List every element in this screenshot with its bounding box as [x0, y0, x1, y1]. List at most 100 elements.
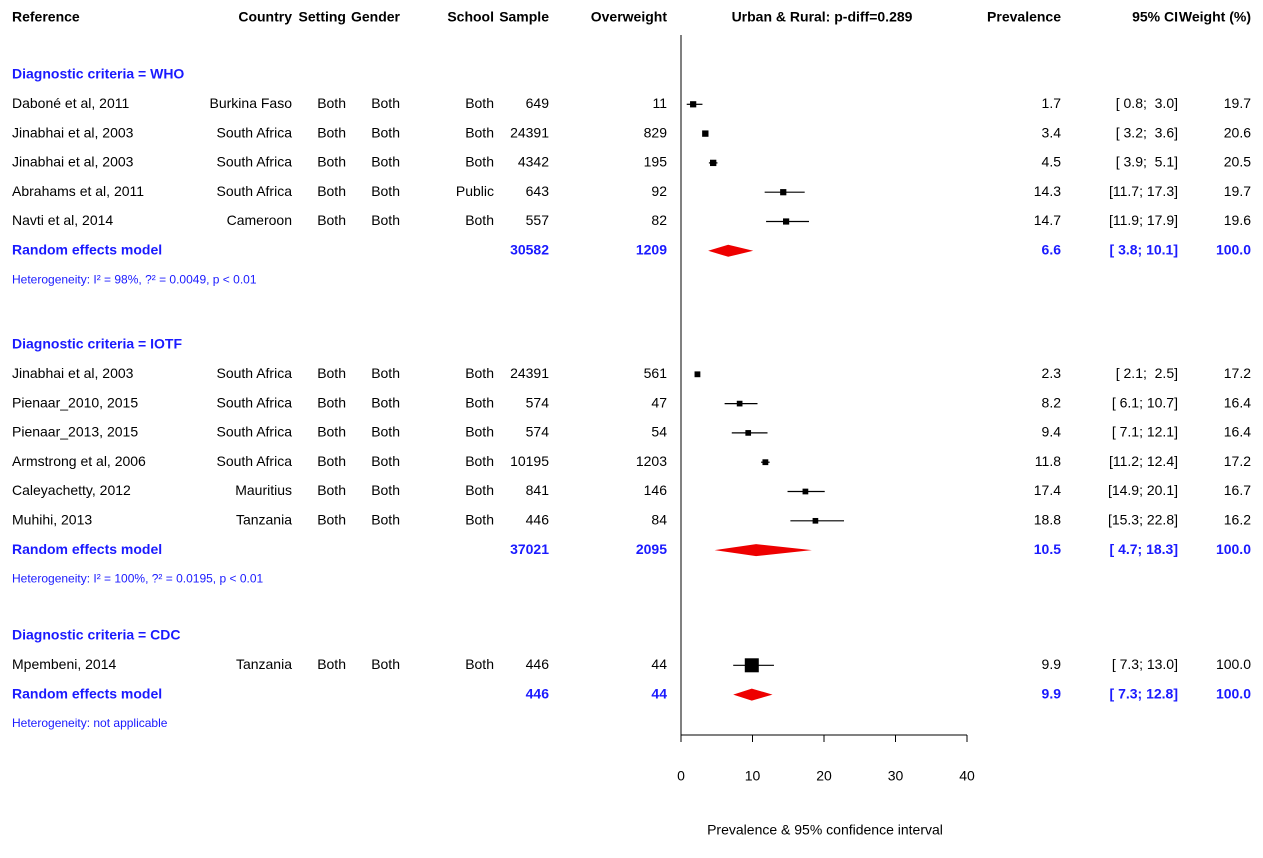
study-square: [783, 218, 790, 225]
weight: 19.6: [1224, 212, 1251, 228]
study-gender: Both: [371, 656, 400, 672]
study-school: Both: [465, 512, 494, 528]
study-sample: 24391: [510, 124, 549, 140]
weight: 100.0: [1216, 685, 1251, 701]
study-overweight: 146: [644, 482, 668, 498]
study-reference: Abrahams et al, 2011: [12, 183, 144, 199]
prevalence: 3.4: [1042, 124, 1062, 140]
pooled-overweight: 2095: [636, 541, 667, 557]
study-country: South Africa: [217, 365, 293, 381]
study-gender: Both: [371, 512, 400, 528]
study-square: [745, 430, 752, 436]
prevalence: 18.8: [1034, 512, 1061, 528]
pooled-diamond: [708, 244, 754, 257]
column-header: Weight (%): [1179, 9, 1251, 25]
group-label: Diagnostic criteria = WHO: [12, 66, 184, 82]
ci-label: [11.2; 12.4]: [1109, 453, 1178, 469]
weight: 17.2: [1224, 453, 1251, 469]
prevalence: 6.6: [1042, 242, 1062, 258]
study-country: Cameroon: [227, 212, 292, 228]
study-square: [690, 101, 697, 108]
prevalence: 14.7: [1034, 212, 1061, 228]
weight: 16.4: [1224, 424, 1251, 440]
study-reference: Pienaar_2013, 2015: [12, 424, 138, 440]
study-square: [710, 159, 717, 167]
study-setting: Both: [317, 124, 346, 140]
heterogeneity: Heterogeneity: not applicable: [12, 716, 168, 730]
prevalence: 8.2: [1042, 394, 1062, 410]
pooled-label: Random effects model: [12, 242, 162, 258]
study-gender: Both: [371, 453, 400, 469]
study-gender: Both: [371, 424, 400, 440]
study-overweight: 829: [644, 124, 668, 140]
weight: 19.7: [1224, 95, 1251, 111]
study-reference: Navti et al, 2014: [12, 212, 113, 228]
weight: 20.6: [1224, 124, 1251, 140]
pooled-sample: 446: [526, 685, 550, 701]
x-tick-label: 40: [959, 768, 975, 784]
group-label: Diagnostic criteria = IOTF: [12, 336, 182, 352]
weight: 19.7: [1224, 183, 1251, 199]
study-square: [762, 459, 769, 466]
prevalence: 11.8: [1035, 453, 1061, 469]
study-gender: Both: [371, 124, 400, 140]
study-setting: Both: [317, 512, 346, 528]
study-country: Burkina Faso: [210, 95, 293, 111]
study-sample: 557: [526, 212, 550, 228]
x-tick-label: 0: [677, 768, 685, 784]
study-school: Both: [465, 154, 494, 170]
study-reference: Caleyachetty, 2012: [12, 482, 131, 498]
study-country: South Africa: [217, 183, 293, 199]
study-gender: Both: [371, 394, 400, 410]
study-overweight: 54: [651, 424, 667, 440]
plot-title: Urban & Rural: p-diff=0.289: [732, 9, 913, 25]
study-sample: 10195: [510, 453, 549, 469]
study-school: Both: [465, 453, 494, 469]
study-setting: Both: [317, 95, 346, 111]
study-sample: 4342: [518, 154, 549, 170]
prevalence: 9.9: [1042, 656, 1062, 672]
study-square: [702, 130, 709, 137]
column-header: Sample: [499, 9, 549, 25]
column-header: Reference: [12, 9, 80, 25]
study-school: Both: [465, 656, 494, 672]
study-setting: Both: [317, 453, 346, 469]
study-setting: Both: [317, 656, 346, 672]
study-overweight: 1203: [636, 453, 667, 469]
study-gender: Both: [371, 183, 400, 199]
study-country: Tanzania: [236, 512, 292, 528]
column-header: Setting: [299, 9, 346, 25]
prevalence: 17.4: [1034, 482, 1061, 498]
study-overweight: 11: [652, 95, 667, 111]
ci-label: [14.9; 20.1]: [1108, 482, 1178, 498]
ci-label: [ 2.1; 2.5]: [1116, 365, 1178, 381]
study-overweight: 82: [651, 212, 667, 228]
ci-label: [11.7; 17.3]: [1109, 183, 1178, 199]
study-school: Both: [465, 482, 494, 498]
prevalence: 4.5: [1042, 154, 1062, 170]
pooled-diamond: [733, 688, 773, 701]
weight: 16.2: [1224, 512, 1251, 528]
column-header: Overweight: [591, 9, 668, 25]
column-header: Country: [238, 9, 292, 25]
study-country: South Africa: [217, 424, 293, 440]
study-square: [694, 371, 701, 378]
study-setting: Both: [317, 154, 346, 170]
pooled-diamond: [714, 544, 812, 557]
ci-label: [ 3.9; 5.1]: [1116, 154, 1178, 170]
study-sample: 24391: [510, 365, 549, 381]
study-overweight: 47: [651, 394, 667, 410]
study-gender: Both: [371, 365, 400, 381]
study-school: Public: [456, 183, 494, 199]
weight: 100.0: [1216, 541, 1251, 557]
study-country: South Africa: [217, 453, 293, 469]
study-square: [812, 517, 819, 524]
column-header: Prevalence: [987, 9, 1061, 25]
study-school: Both: [465, 424, 494, 440]
study-sample: 649: [526, 95, 550, 111]
study-setting: Both: [317, 183, 346, 199]
study-overweight: 92: [651, 183, 667, 199]
study-overweight: 84: [651, 512, 667, 528]
weight: 20.5: [1224, 154, 1251, 170]
ci-label: [ 3.2; 3.6]: [1116, 124, 1178, 140]
